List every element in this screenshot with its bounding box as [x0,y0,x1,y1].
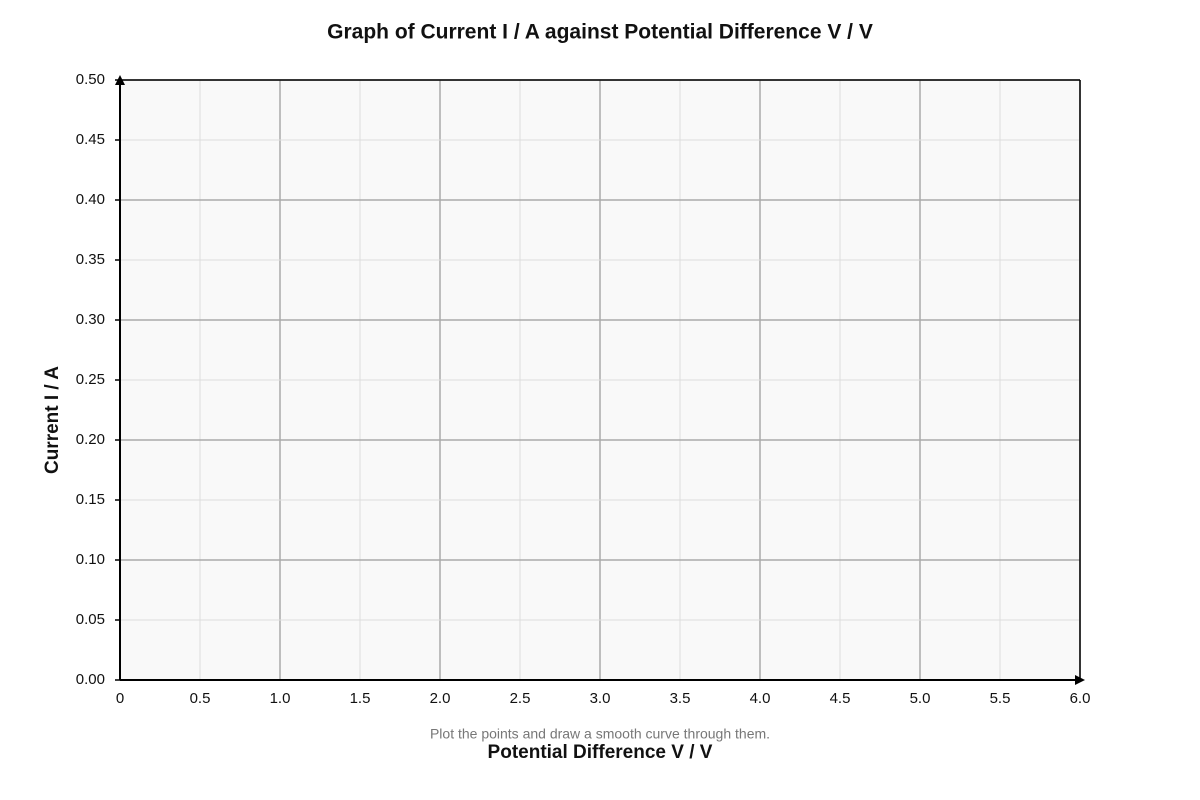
y-tick-label: 0.15 [76,491,105,508]
x-tick-label: 5.0 [910,690,931,707]
x-tick-label: 0 [116,690,124,707]
x-tick-label: 3.0 [590,690,611,707]
x-tick-label: 2.5 [510,690,531,707]
y-tick-label: 0.05 [76,611,105,628]
x-tick-label: 6.0 [1070,690,1091,707]
x-tick-label: 5.5 [990,690,1011,707]
y-tick-label: 0.10 [76,551,105,568]
x-arrow [1075,675,1085,685]
y-tick-label: 0.45 [76,131,105,148]
x-tick-label: 2.0 [430,690,451,707]
y-tick-label: 0.20 [76,431,105,448]
x-tick-label: 4.5 [830,690,851,707]
y-tick-label: 0.30 [76,311,105,328]
y-tick-label: 0.25 [76,371,105,388]
y-axis-label: Current I / A [42,366,63,474]
y-tick-label: 0.35 [76,251,105,268]
x-tick-label: 3.5 [670,690,691,707]
x-axis-label: Potential Difference V / V [488,742,713,763]
annotation: Plot the points and draw a smooth curve … [430,726,770,742]
x-tick-label: 1.5 [350,690,371,707]
x-tick-label: 4.0 [750,690,771,707]
x-tick-label: 0.5 [190,690,211,707]
y-tick-label: 0.40 [76,191,105,208]
y-tick-label: 0.00 [76,671,105,688]
y-tick-label: 0.50 [76,71,105,88]
x-tick-label: 1.0 [270,690,291,707]
chart-title: Graph of Current I / A against Potential… [327,21,873,44]
